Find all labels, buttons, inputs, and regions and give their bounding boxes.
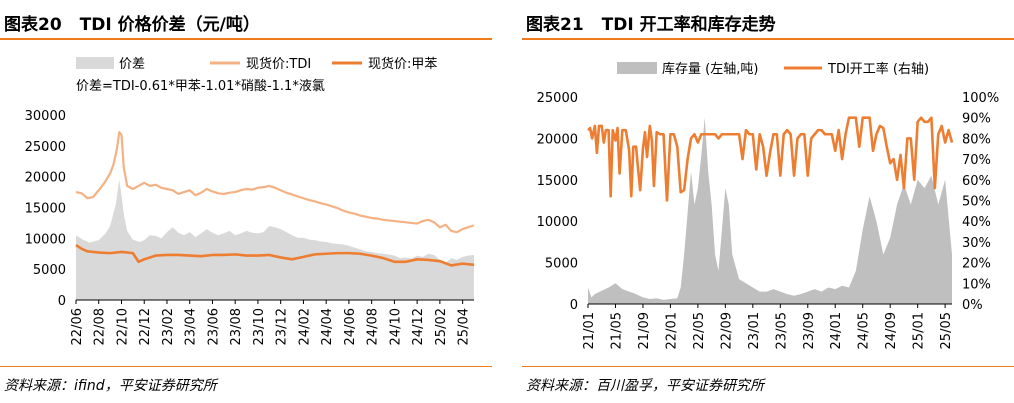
y-right-tick-label: 40% [962,215,991,230]
series-area-spread [76,179,474,300]
x-tick-label: 23/04 [184,308,199,345]
x-tick-label: 21/01 [582,312,597,349]
x-tick-label: 23/08 [229,308,244,345]
x-tick-label: 24/06 [343,308,358,345]
y-right-tick-label: 10% [962,277,991,292]
x-tick-label: 25/04 [457,308,472,345]
x-tick-label: 23/10 [252,308,267,345]
y-left-tick-label: 0 [570,298,578,313]
figure-title: TDI 价格价差（元/吨） [79,15,260,35]
series-line-tdi [75,131,475,234]
source-note: 资料来源：ifind，平安证券研究所 [4,378,217,394]
x-tick-label: 21/05 [609,312,624,349]
figure-number: 图表21 [526,15,584,35]
legend-label: 价差 [119,57,145,72]
x-tick-label: 22/06 [70,308,85,345]
left-chart-svg: 价差 现货价:TDI 现货价:甲苯价差=TDI-0.61*甲苯-1.01*硝酸-1.… [25,56,475,345]
x-tick-label: 23/01 [747,312,762,349]
x-tick-label: 24/12 [411,308,426,345]
legend-label: TDI开工率 (右轴) [827,61,929,77]
x-tick-label: 23/09 [802,312,817,349]
legend-label: 现货价:TDI [246,56,311,72]
title-rule [0,38,492,40]
legend-label: 现货价:甲苯 [368,56,437,72]
y-right-tick-label: 80% [962,132,991,147]
series-area-inventory [588,117,952,304]
chart-title: 图表20 TDI 价格价差（元/吨） [4,10,260,35]
title-rule [522,38,1014,40]
figure-number: 图表20 [4,15,62,35]
y-tick-label: 25000 [25,140,66,155]
x-tick-label: 21/09 [637,312,652,349]
x-tick-label: 24/01 [829,312,844,349]
y-tick-label: 10000 [25,232,66,247]
source-note: 资料来源：百川盈孚，平安证券研究所 [526,378,764,394]
x-tick-label: 22/01 [664,312,679,349]
series-line-operating-rate [587,116,954,202]
y-tick-label: 15000 [25,202,66,217]
y-left-tick-label: 15000 [537,174,578,189]
x-tick-label: 24/04 [320,308,335,345]
y-right-tick-label: 0% [962,298,983,313]
footer-rule [522,366,1014,367]
y-tick-label: 30000 [25,109,66,124]
x-tick-label: 24/09 [884,312,899,349]
x-tick-label: 22/08 [93,308,108,345]
chart-title: 图表21 TDI 开工率和库存走势 [526,10,776,35]
legend-swatch-area [76,57,114,69]
x-tick-label: 22/05 [692,312,707,349]
x-tick-label: 24/10 [388,308,403,345]
y-right-tick-label: 20% [962,257,991,272]
y-tick-label: 5000 [33,263,66,278]
left-chart-panel: 图表20 TDI 价格价差（元/吨） 价差 现货价:TDI 现货价:甲苯价差=TDI-… [0,0,492,403]
y-right-tick-label: 30% [962,236,991,251]
x-tick-label: 22/12 [138,308,153,345]
formula-note: 价差=TDI-0.61*甲苯-1.01*硝酸-1.1*液氯 [76,79,325,94]
x-tick-label: 23/12 [275,308,290,345]
y-right-tick-label: 50% [962,195,991,210]
x-tick-label: 24/08 [366,308,381,345]
x-tick-label: 22/10 [115,308,130,345]
right-chart-svg: 库存量 (左轴,吨) TDI开工率 (右轴) 0 5000 10000 15000 2000… [537,61,1000,349]
y-right-tick-label: 60% [962,174,991,189]
y-left-tick-label: 20000 [537,132,578,147]
x-tick-label: 23/02 [161,308,176,345]
y-left-tick-label: 5000 [545,257,578,272]
x-tick-label: 23/06 [206,308,221,345]
x-tick-label: 25/02 [434,308,449,345]
legend-label: 库存量 (左轴,吨) [662,61,758,77]
y-tick-label: 20000 [25,171,66,186]
x-tick-label: 25/05 [939,312,954,349]
y-left-tick-label: 10000 [537,215,578,230]
figure-title: TDI 开工率和库存走势 [601,15,776,35]
legend-swatch-area [617,62,657,74]
x-tick-label: 24/02 [297,308,312,345]
x-tick-label: 24/05 [857,312,872,349]
y-tick-label: 0 [58,294,66,309]
y-left-tick-label: 25000 [537,91,578,106]
footer-rule [0,366,492,367]
x-tick-label: 23/05 [774,312,789,349]
series-line-toluene [75,244,475,267]
y-right-tick-label: 90% [962,112,991,127]
y-right-tick-label: 100% [962,91,999,106]
right-chart-panel: 图表21 TDI 开工率和库存走势 库存量 (左轴,吨) TDI开工率 (右轴) 0 5… [522,0,1014,403]
x-tick-label: 22/09 [719,312,734,349]
y-right-tick-label: 70% [962,153,991,168]
x-tick-label: 25/01 [912,312,927,349]
